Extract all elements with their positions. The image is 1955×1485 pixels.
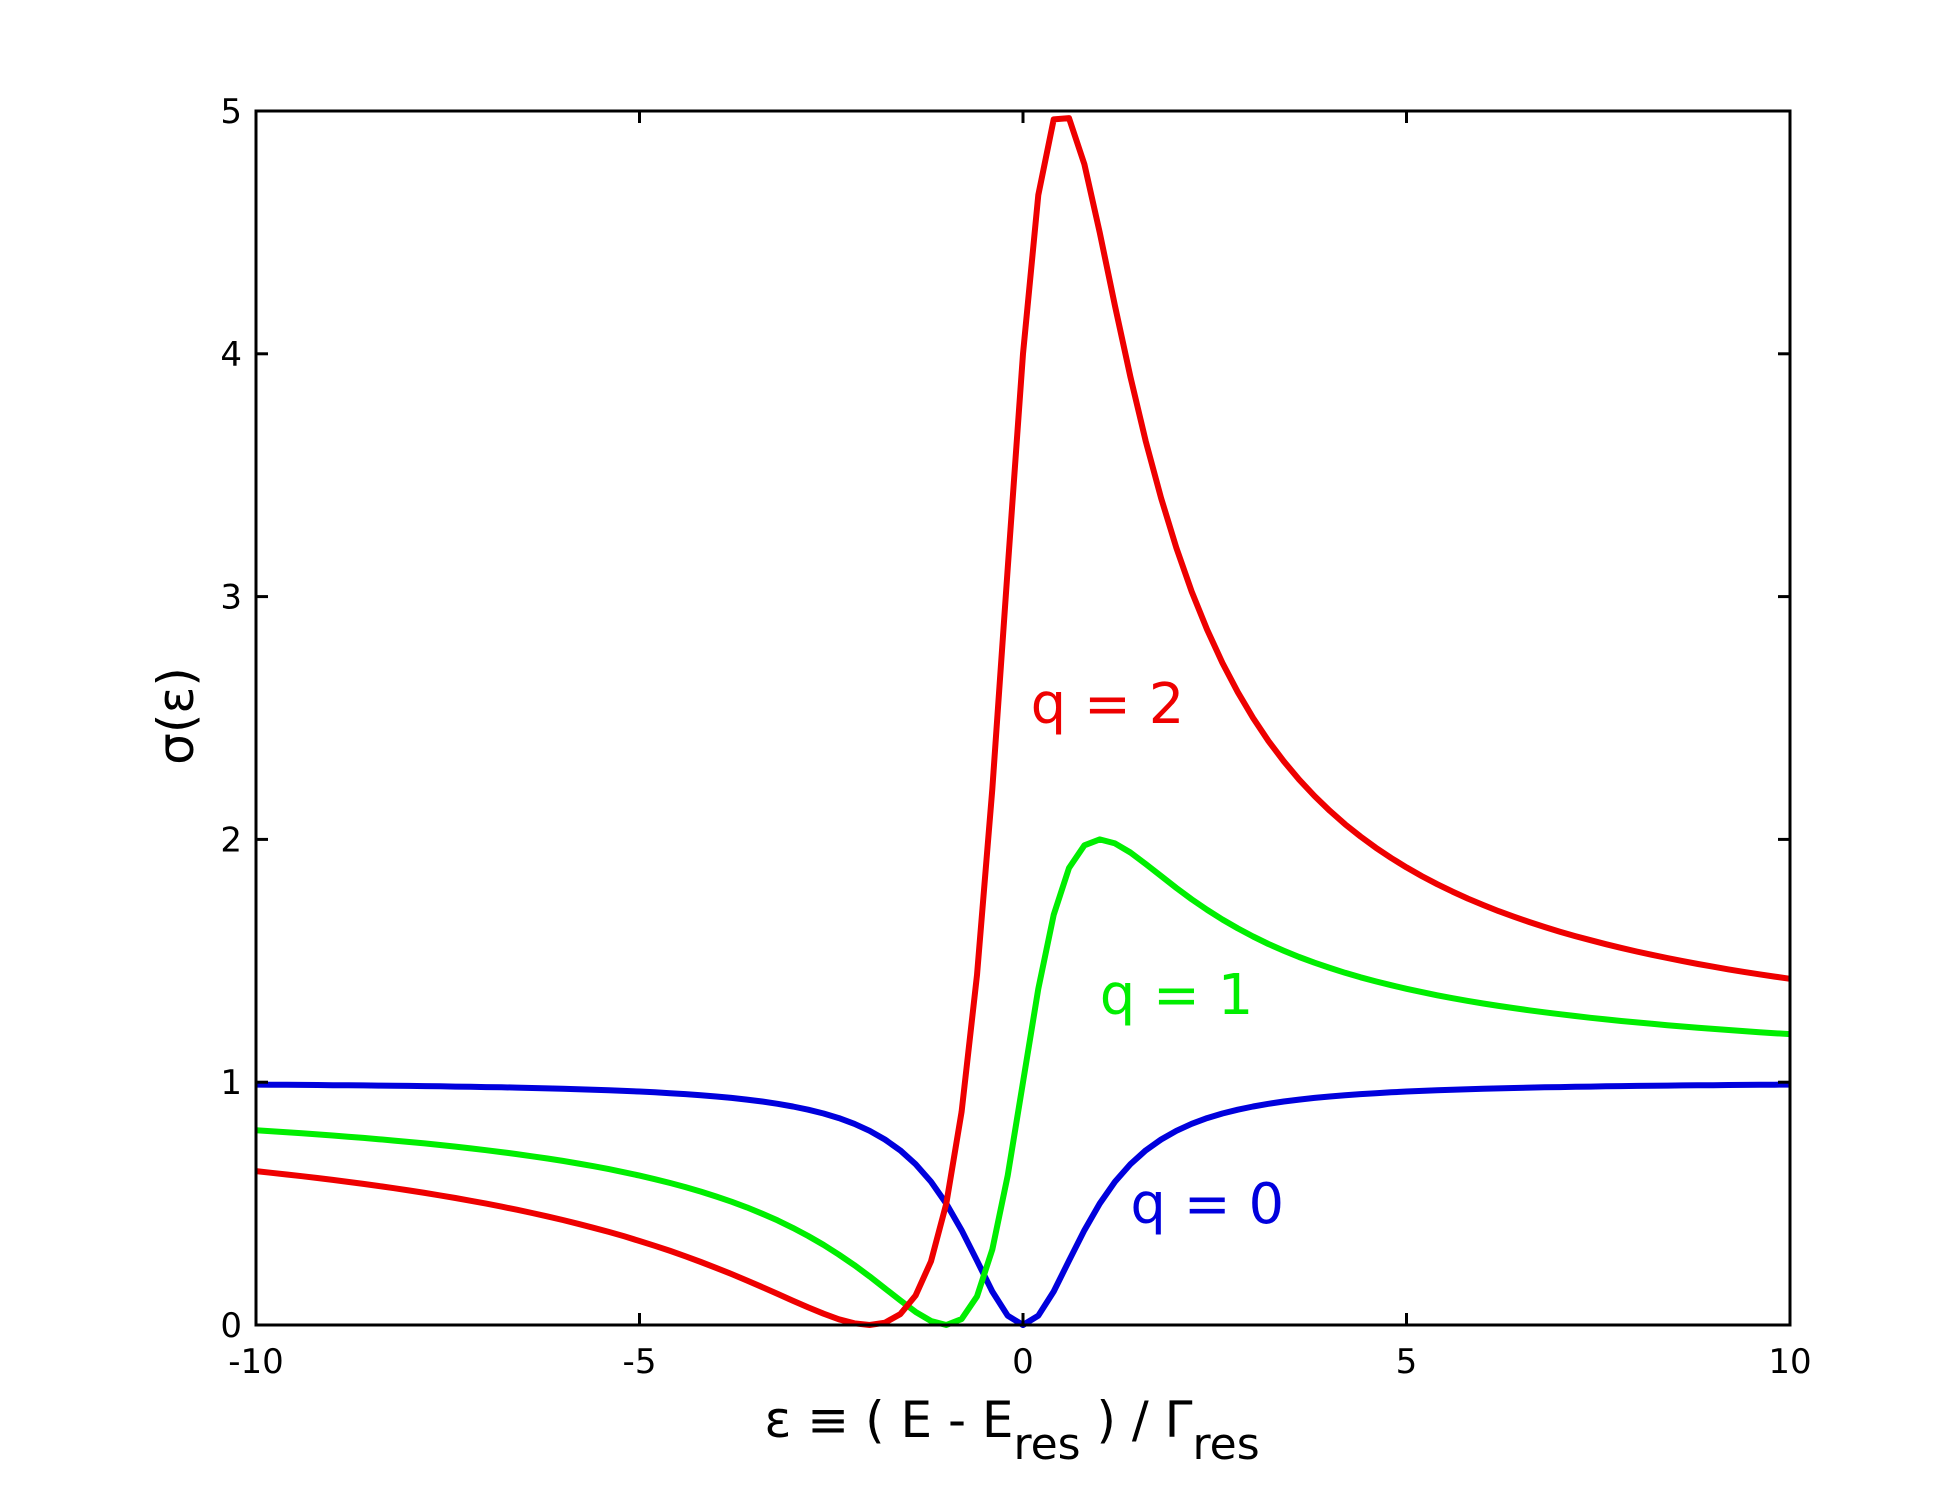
x-tick-label: 5	[1396, 1342, 1418, 1382]
y-tick-label: 0	[220, 1306, 242, 1346]
y-tick-label: 1	[220, 1063, 242, 1103]
x-tick-label: 0	[1012, 1342, 1034, 1382]
plot-area-border	[254, 109, 1792, 1327]
series-labels: q = 0 q = 1 q = 2	[1031, 672, 1284, 1237]
series-line-q1	[255, 836, 1791, 1328]
x-axis-label-mid: ) / Γ	[1081, 1391, 1193, 1449]
y-tick-label: 5	[220, 92, 242, 132]
tick-labels: -10 -5 0 5 10 0 1 2 3 4 5	[220, 92, 1811, 1382]
plot-frame	[254, 109, 1792, 1327]
y-axis-label: σ(ε)	[147, 667, 205, 765]
series-label-q2: q = 2	[1031, 672, 1185, 737]
x-axis-label: ε ≡ ( E - Eres ) / Γres	[764, 1391, 1259, 1470]
series-label-q1: q = 1	[1100, 963, 1254, 1028]
y-tick-label: 4	[220, 335, 242, 375]
series-curves	[255, 115, 1791, 1328]
series-label-q0: q = 0	[1130, 1172, 1284, 1237]
y-tick-label: 3	[220, 578, 242, 618]
series-line-q2	[255, 115, 1791, 1328]
x-axis-label-main: ε ≡ ( E - E	[764, 1391, 1013, 1449]
x-axis-label-sub-res-2: res	[1193, 1419, 1260, 1470]
x-tick-label: 10	[1768, 1342, 1811, 1382]
x-tick-label: -10	[228, 1342, 284, 1382]
x-axis-label-sub-res-1: res	[1013, 1419, 1080, 1470]
y-tick-label: 2	[220, 820, 242, 860]
axis-ticks	[254, 109, 1792, 1327]
x-tick-label: -5	[623, 1342, 657, 1382]
